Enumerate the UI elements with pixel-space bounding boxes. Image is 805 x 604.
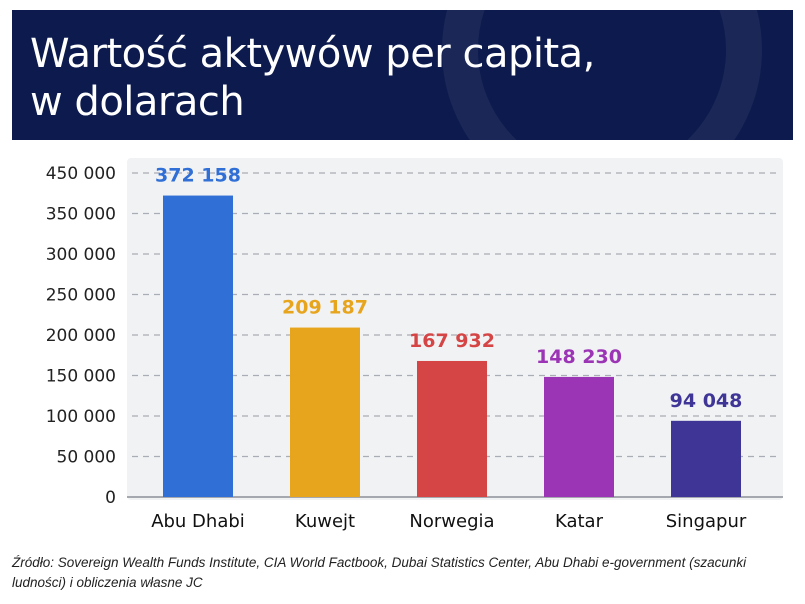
bar xyxy=(163,195,233,498)
bar xyxy=(290,327,360,497)
bar-value-label: 372 158 xyxy=(155,165,241,187)
logo-watermark-icon xyxy=(442,10,762,140)
bar xyxy=(671,420,741,497)
bar-value-label: 94 048 xyxy=(670,390,743,412)
title-bar: Wartość aktywów per capita, w dolarach xyxy=(12,10,793,140)
bar-value-label: 167 932 xyxy=(409,330,495,352)
y-tick-label: 0 xyxy=(105,488,116,508)
chart-area: 0 50 000 100 000 150 000 200 000 250 000 300 0… xyxy=(12,140,793,548)
chart-title: Wartość aktywów per capita, w dolarach xyxy=(30,31,595,125)
y-tick-label: 200 000 xyxy=(46,326,116,346)
bar-value-label: 148 230 xyxy=(536,346,622,368)
bar-value-label: 209 187 xyxy=(282,297,368,319)
y-tick-label: 150 000 xyxy=(46,367,116,387)
x-category-label: Kuwejt xyxy=(295,511,355,532)
y-tick-label: 100 000 xyxy=(46,407,116,427)
bar xyxy=(417,360,487,497)
bar xyxy=(544,376,614,497)
y-tick-label: 300 000 xyxy=(46,245,116,265)
source-note: Źródło: Sovereign Wealth Funds Institute… xyxy=(12,555,747,590)
y-tick-label: 450 000 xyxy=(46,164,116,184)
x-category-label: Norwegia xyxy=(409,511,494,532)
x-category-label: Abu Dhabi xyxy=(151,511,245,532)
y-tick-label: 250 000 xyxy=(46,286,116,306)
y-tick-label: 50 000 xyxy=(57,448,116,468)
y-tick-label: 350 000 xyxy=(46,205,116,225)
bar-chart: 0 50 000 100 000 150 000 200 000 250 000 300 0… xyxy=(46,164,783,532)
x-category-label: Singapur xyxy=(666,511,747,532)
x-category-label: Katar xyxy=(555,511,604,532)
